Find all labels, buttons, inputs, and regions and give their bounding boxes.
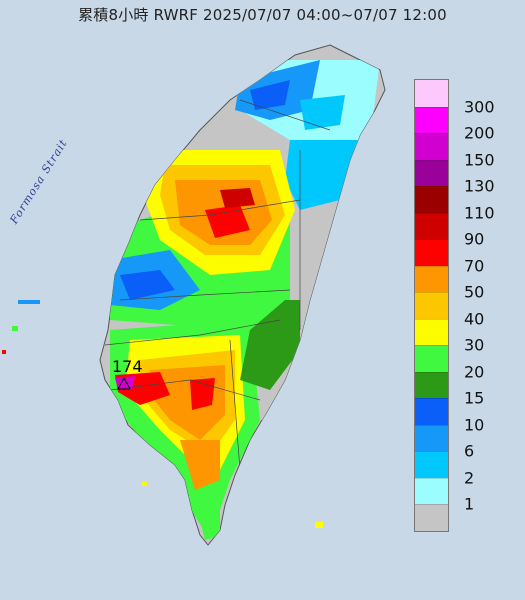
legend-level-label: 20 (464, 362, 485, 381)
legend-swatch (415, 265, 448, 292)
legend-swatch (415, 398, 448, 425)
legend-swatch (415, 318, 448, 345)
legend-swatch (415, 345, 448, 372)
legend-level-label: 300 (464, 97, 495, 116)
legend-level-label: 50 (464, 282, 485, 302)
legend-level-label: 10 (464, 415, 485, 434)
color-legend (414, 79, 449, 532)
map-title: 累積8小時 RWRF 2025/07/07 04:00~07/07 12:00 (78, 6, 447, 24)
legend-swatch (415, 186, 448, 213)
legend-level-label: 30 (464, 335, 485, 355)
legend-swatch (415, 371, 448, 398)
legend-level-label: 200 (464, 123, 495, 143)
legend-level-label: 150 (464, 150, 495, 169)
legend-swatch (415, 292, 448, 319)
legend-swatch (415, 106, 448, 133)
legend-level-label: 130 (464, 176, 495, 196)
legend-swatch (415, 212, 448, 239)
legend-level-label: 70 (464, 256, 485, 275)
legend-swatch (415, 504, 448, 531)
legend-swatch (415, 80, 448, 107)
legend-swatch (415, 159, 448, 186)
legend-swatch (415, 424, 448, 451)
legend-swatch (415, 239, 448, 266)
legend-level-label: 1 (464, 494, 475, 514)
legend-swatch (415, 451, 448, 478)
legend-level-label: 110 (464, 203, 495, 222)
legend-level-label: 90 (464, 229, 485, 249)
max-marker (117, 376, 131, 390)
legend-level-label: 40 (464, 309, 485, 328)
legend-level-label: 6 (464, 441, 475, 461)
legend-swatch (415, 133, 448, 160)
max-value-label: 174 (112, 357, 143, 376)
legend-level-label: 15 (464, 388, 485, 408)
boundary-lines (104, 99, 331, 471)
legend-swatch (415, 477, 448, 504)
legend-level-label: 2 (464, 468, 475, 487)
